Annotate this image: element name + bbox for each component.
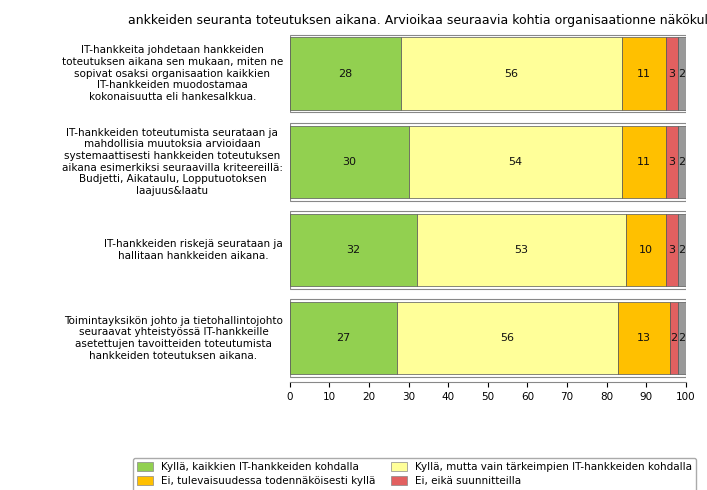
Text: 2: 2 — [678, 245, 685, 255]
Text: 3: 3 — [668, 245, 675, 255]
Bar — [678, 302, 686, 374]
Text: 11: 11 — [637, 69, 651, 78]
Bar — [290, 299, 686, 377]
Bar — [626, 214, 666, 286]
Bar — [622, 37, 666, 110]
Bar — [670, 302, 678, 374]
Text: 2: 2 — [678, 333, 685, 343]
Bar — [401, 37, 622, 110]
Text: 10: 10 — [639, 245, 653, 255]
Bar — [678, 214, 686, 286]
Text: 30: 30 — [342, 157, 356, 167]
Bar — [409, 125, 622, 198]
Text: 13: 13 — [637, 333, 651, 343]
Bar — [678, 37, 686, 110]
Text: 56: 56 — [505, 69, 519, 78]
Legend: Kyllä, kaikkien IT-hankkeiden kohdalla, Ei, tulevaisuudessa todennäköisesti kyll: Kyllä, kaikkien IT-hankkeiden kohdalla, … — [133, 458, 696, 490]
Bar — [290, 302, 397, 374]
Text: 28: 28 — [338, 69, 352, 78]
Text: 32: 32 — [346, 245, 361, 255]
Bar — [290, 125, 409, 198]
Bar — [416, 214, 626, 286]
Text: ankkeiden seuranta toteutuksen aikana. Arvioikaa seuraavia kohtia organisaationn: ankkeiden seuranta toteutuksen aikana. A… — [127, 14, 707, 27]
Bar — [290, 35, 686, 112]
Text: 2: 2 — [678, 69, 685, 78]
Bar — [397, 302, 619, 374]
Text: 54: 54 — [508, 157, 522, 167]
Bar — [678, 125, 686, 198]
Bar — [666, 37, 678, 110]
Text: 53: 53 — [515, 245, 529, 255]
Bar — [290, 214, 416, 286]
Text: 11: 11 — [637, 157, 651, 167]
Bar — [666, 214, 678, 286]
Text: 56: 56 — [501, 333, 515, 343]
Bar — [290, 211, 686, 289]
Bar — [622, 125, 666, 198]
Text: 27: 27 — [337, 333, 351, 343]
Text: 2: 2 — [678, 157, 685, 167]
Text: 2: 2 — [670, 333, 677, 343]
Text: 3: 3 — [668, 69, 675, 78]
Text: 3: 3 — [668, 157, 675, 167]
Bar — [666, 125, 678, 198]
Bar — [619, 302, 670, 374]
Bar — [290, 37, 401, 110]
Bar — [290, 123, 686, 200]
